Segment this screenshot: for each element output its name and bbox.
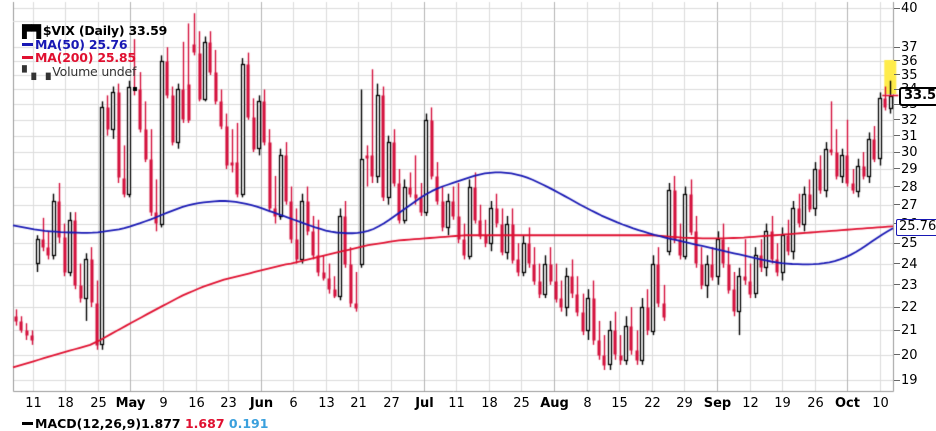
date-axis-tick: May [115, 396, 146, 411]
line-swatch-ma200-icon [22, 56, 33, 59]
price-axis-tick: 40 [901, 1, 918, 17]
date-axis-tick: 13 [318, 396, 335, 411]
price-axis-tick: 27 [901, 197, 918, 213]
price-axis-tickmark [894, 186, 900, 187]
date-axis-tick: 11 [448, 396, 465, 411]
legend-ma50-label: MA(50) 25.76 [35, 36, 128, 52]
date-axis-tick: 25 [513, 396, 530, 411]
price-axis-tick: 20 [901, 347, 918, 363]
price-axis-tickmark [894, 60, 900, 62]
price-axis-tickmark [894, 46, 900, 48]
date-axis-tick: 6 [289, 396, 298, 411]
macd-label: MACD(12,26,9) [35, 416, 142, 431]
price-axis-tick: 19 [901, 373, 918, 389]
date-axis-tick: 21 [350, 396, 367, 411]
date-axis-tick: 26 [807, 396, 824, 411]
price-axis-tickmark [894, 74, 900, 76]
macd-value-2: 1.687 [184, 416, 225, 431]
date-axis-tick: 22 [644, 396, 661, 411]
price-axis-tickmark [894, 204, 900, 206]
date-axis-tick: 8 [583, 396, 592, 411]
legend-symbol-label: $VIX (Daily) 33.59 [42, 23, 168, 38]
price-axis-tick: 22 [901, 300, 918, 316]
date-axis-tick: 12 [742, 396, 759, 411]
date-axis-tick: 16 [188, 396, 205, 411]
date-axis-tick: Sep [703, 396, 732, 411]
price-axis-tick: 28 [901, 179, 918, 195]
date-axis-tick: 29 [676, 396, 693, 411]
price-axis-tickmark [894, 151, 900, 153]
price-axis-tick: 24 [901, 256, 918, 272]
price-axis-tick: 32 [901, 112, 918, 128]
date-axis-tick: Jul [415, 396, 434, 411]
legend-volume-row: ▘▖▗ Volume undef [22, 63, 167, 80]
price-axis-tickmark [894, 284, 900, 286]
last-price-badge: 33.59 [899, 86, 936, 106]
price-axis-tick: 37 [901, 40, 918, 56]
legend-ma200-row: MA(200) 25.85 [22, 51, 167, 65]
date-axis-tick: 23 [220, 396, 237, 411]
macd-value-1: 1.877 [141, 416, 181, 431]
date-axis-tick: 18 [57, 396, 74, 411]
price-axis-tickmark [894, 7, 900, 9]
date-axis-tick: 18 [481, 396, 498, 411]
legend-title-row: ▛▜ $VIX (Daily) 33.59 [22, 24, 167, 38]
price-axis-tickmark [894, 263, 900, 265]
candlestick-icon: ▛▜ [22, 24, 41, 39]
legend-ma50-row: MA(50) 25.76 [22, 36, 167, 52]
price-axis-tick: 25 [901, 236, 918, 252]
price-axis-tick: 31 [901, 128, 918, 144]
legend-ma200-label: MA(200) 25.85 [35, 50, 136, 65]
price-axis-tickmark [894, 242, 900, 244]
price-axis-tickmark [894, 168, 900, 170]
chart-legend: ▛▜ $VIX (Daily) 33.59 MA(50) 25.76 MA(200… [22, 24, 167, 80]
price-axis-tickmark [894, 103, 900, 105]
line-swatch-ma50-icon [22, 42, 33, 46]
price-axis-tickmark [894, 119, 900, 121]
price-axis-tickmark [894, 135, 900, 137]
date-axis-tick: 25 [90, 396, 107, 411]
legend-volume-label: Volume undef [52, 63, 137, 79]
macd-value-3: 0.191 [228, 416, 269, 431]
price-axis-tick: 30 [901, 145, 918, 161]
date-axis-tick: 15 [611, 396, 628, 411]
price-axis-tick: 21 [901, 323, 918, 339]
price-axis-tickmark [894, 354, 900, 356]
date-axis-tick: 9 [159, 396, 168, 411]
price-axis-tickmark [894, 88, 900, 90]
date-axis-tick: Jun [249, 396, 274, 411]
price-axis-tick: 23 [901, 277, 918, 293]
date-axis-tick: 11 [25, 396, 42, 411]
date-axis-tick: 10 [872, 396, 889, 411]
price-axis-tickmark [894, 329, 900, 331]
ma50-value-badge: 25.76 [896, 219, 936, 237]
price-axis-tick: 29 [901, 161, 918, 177]
price-axis-tick: 36 [901, 53, 918, 69]
macd-legend: MACD(12,26,9)1.877 1.687 0.191 [22, 416, 268, 431]
date-axis-tick: 27 [383, 396, 400, 411]
price-axis-tickmark [894, 379, 900, 381]
date-axis-tick: Aug [540, 396, 569, 411]
price-axis-tick: 35 [901, 67, 918, 83]
price-axis-tickmark [894, 306, 900, 308]
line-swatch-macd-icon [22, 422, 33, 425]
date-axis-tick: Oct [835, 396, 860, 411]
date-axis-tick: 19 [774, 396, 791, 411]
volume-bars-icon: ▘▖▗ [22, 64, 51, 80]
